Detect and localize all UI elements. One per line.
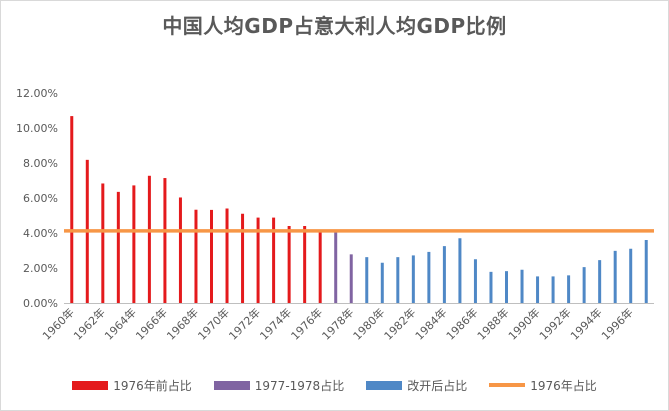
legend-label-1976-line: 1976年占比 (530, 378, 597, 393)
legend-item-1977-1978: 1977-1978占比 (213, 377, 345, 394)
plot-area: 0.00% 2.00% 4.00% 6.00% 8.00% 10.00% 12.00% 19… (16, 87, 654, 343)
y-tick-label: 10.00% (16, 122, 58, 135)
x-tick-label: 1984年 (412, 305, 449, 342)
x-tick-label: 1968年 (164, 305, 201, 342)
x-tick-label: 1982年 (381, 305, 418, 342)
y-axis-ticks: 0.00% 2.00% 4.00% 6.00% 8.00% 10.00% 12.00% (16, 87, 58, 310)
bar-1985年 (458, 238, 462, 303)
y-tick-label: 12.00% (16, 87, 58, 100)
bar-1996年 (629, 248, 633, 303)
legend-swatch-pre1976 (72, 380, 109, 390)
bar-1995年 (613, 250, 617, 303)
bar-1986年 (473, 259, 477, 303)
x-tick-label: 1980年 (350, 305, 387, 342)
x-tick-label: 1976年 (288, 305, 325, 342)
bar-1968年 (194, 209, 198, 303)
bar-1967年 (178, 197, 182, 303)
bar-1987年 (489, 271, 493, 303)
bar-1974年 (287, 226, 291, 303)
bar-1977年 (334, 232, 338, 303)
bar-1960年 (70, 116, 74, 303)
x-tick-label: 1960年 (39, 305, 76, 342)
bar-1976年 (318, 230, 322, 303)
legend-swatch-1977-1978 (213, 380, 250, 390)
legend-swatch-1976-line (489, 383, 526, 387)
x-tick-label: 1978年 (319, 305, 356, 342)
bar-1980年 (380, 262, 384, 303)
bar-1982年 (411, 255, 415, 303)
bar-1983年 (427, 251, 431, 303)
bar-1963年 (116, 191, 120, 303)
y-tick-label: 0.00% (23, 297, 58, 310)
legend-label-reform: 改开后占比 (407, 378, 468, 393)
y-tick-label: 4.00% (23, 227, 58, 240)
x-tick-label: 1972年 (226, 305, 263, 342)
legend: 1976年前占比 1977-1978占比 改开后占比 1976年占比 (0, 376, 669, 394)
legend-item-pre1976: 1976年前占比 (72, 377, 192, 394)
x-tick-label: 1986年 (443, 305, 480, 342)
bar-1973年 (272, 217, 276, 303)
bars (70, 116, 648, 303)
bar-1969年 (210, 209, 213, 303)
bar-1979年 (365, 257, 369, 303)
legend-item-1976-line: 1976年占比 (489, 377, 597, 394)
legend-item-reform: 改开后占比 (366, 377, 467, 394)
bar-1988年 (505, 271, 508, 303)
bar-1984年 (442, 246, 446, 303)
bar-1993年 (582, 267, 586, 303)
bar-1991年 (551, 276, 555, 303)
bar-1994年 (598, 260, 602, 303)
x-tick-label: 1962年 (70, 305, 107, 342)
x-tick-label: 1988年 (474, 305, 511, 342)
chart-title: 中国人均GDP占意大利人均GDP比例 (162, 14, 507, 38)
x-tick-label: 1992年 (536, 305, 573, 342)
bar-1962年 (101, 183, 105, 303)
legend-swatch-reform (366, 380, 403, 390)
legend-label-1977-1978: 1977-1978占比 (254, 378, 345, 393)
x-axis-ticks: 1960年1962年1964年1966年1968年1970年1972年1974年… (39, 305, 635, 342)
x-tick-label: 1974年 (257, 305, 294, 342)
bar-1992年 (567, 275, 571, 303)
bar-1997年 (644, 240, 648, 303)
x-tick-label: 1990年 (505, 305, 542, 342)
bar-1965年 (147, 175, 151, 303)
bar-1989年 (520, 269, 524, 303)
x-tick-label: 1994年 (567, 305, 604, 342)
bar-1964年 (132, 185, 136, 303)
bar-1972年 (256, 217, 260, 303)
bar-1978年 (349, 254, 353, 303)
bar-1981年 (396, 257, 400, 303)
bar-1990年 (536, 276, 540, 303)
y-tick-label: 8.00% (23, 157, 58, 170)
legend-label-pre1976: 1976年前占比 (113, 378, 192, 393)
x-tick-label: 1966年 (133, 305, 170, 342)
bar-1970年 (225, 208, 229, 303)
bar-1975年 (303, 226, 307, 303)
x-tick-label: 1996年 (598, 305, 635, 342)
y-tick-label: 6.00% (23, 192, 58, 205)
y-tick-label: 2.00% (23, 262, 58, 275)
x-tick-label: 1970年 (195, 305, 232, 342)
bar-1966年 (163, 178, 167, 303)
x-tick-label: 1964年 (102, 305, 139, 342)
bar-1971年 (241, 213, 245, 303)
